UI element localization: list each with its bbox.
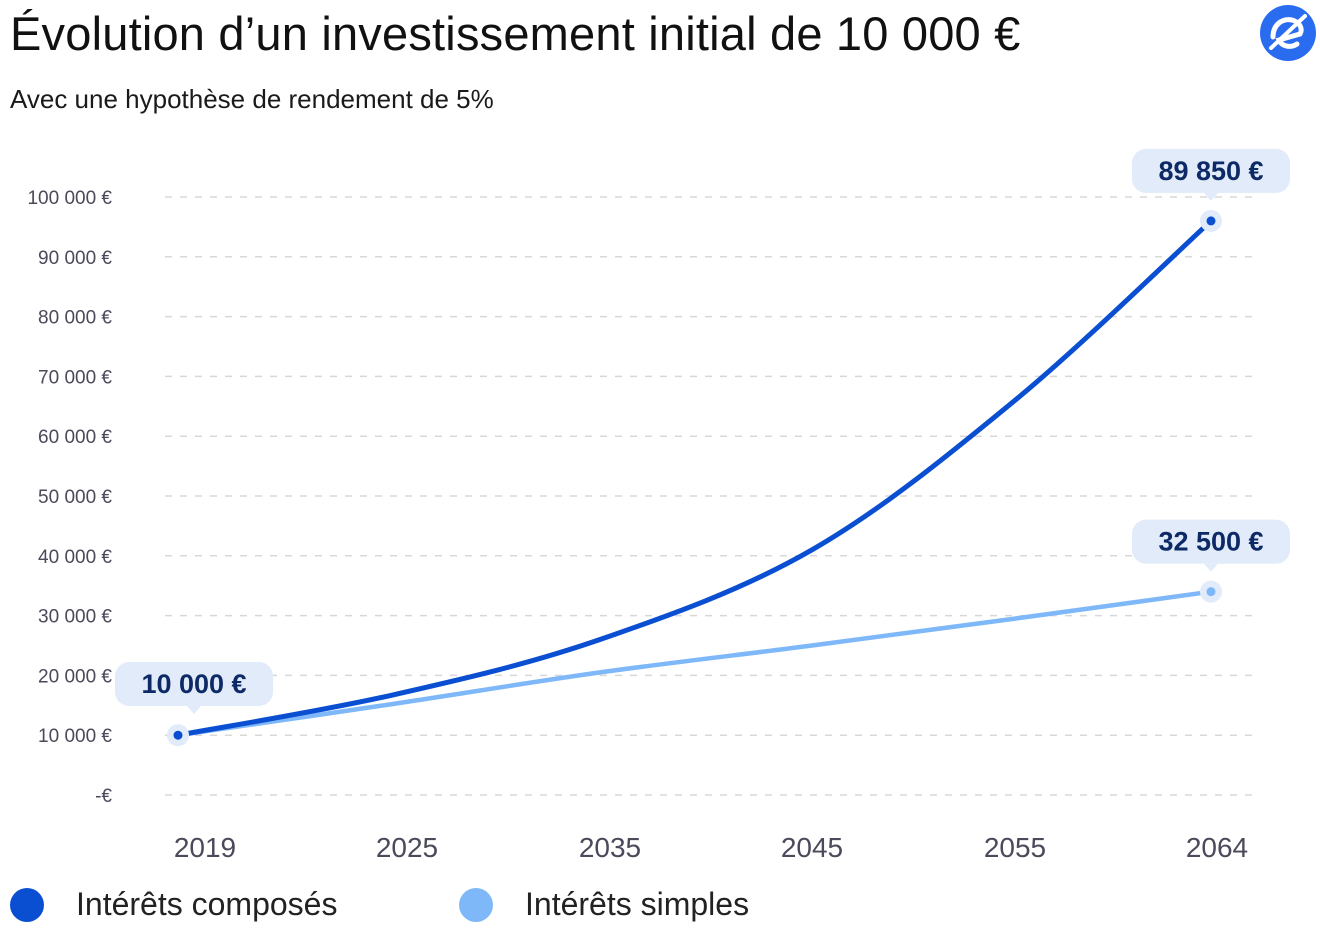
callout-box: [115, 662, 273, 706]
callout-pointer: [187, 706, 201, 714]
legend-swatch-compound: [10, 887, 44, 922]
data-point-marker: [173, 730, 183, 740]
data-label: 89 850 €: [1158, 156, 1263, 186]
x-tick-label: 2035: [579, 832, 641, 863]
data-label: 10 000 €: [141, 669, 246, 699]
y-tick-label: 20 000 €: [38, 666, 112, 687]
y-tick-label: 80 000 €: [38, 308, 112, 329]
callout-pointer: [1204, 563, 1218, 572]
series-line-compound: [175, 218, 1214, 738]
chart-subtitle: Avec une hypothèse de rendement de 5%: [10, 84, 494, 114]
legend-label-simple: Intérêts simples: [525, 886, 750, 922]
y-tick-label: 50 000 €: [38, 487, 112, 508]
legend-label-compound: Intérêts composés: [76, 886, 338, 922]
callout-box: [1132, 148, 1290, 193]
y-tick-label: 70 000 €: [38, 367, 112, 388]
legend-item-simple: Intérêts simples: [459, 886, 749, 923]
legend-item-compound: Intérêts composés: [10, 886, 337, 923]
y-tick-label: 100 000 €: [27, 188, 112, 209]
y-tick-label: -€: [95, 786, 112, 807]
x-tick-label: 2019: [174, 832, 236, 863]
data-point-marker: [1206, 587, 1216, 597]
callout-box: [1132, 519, 1290, 564]
x-tick-label: 2025: [376, 832, 438, 863]
brand-e-logo-icon: [1260, 5, 1316, 61]
y-tick-label: 10 000 €: [38, 726, 112, 747]
y-tick-label: 90 000 €: [38, 248, 112, 269]
y-tick-label: 30 000 €: [38, 607, 112, 628]
x-tick-label: 2045: [781, 832, 843, 863]
chart-title: Évolution d’un investissement initial de…: [10, 7, 1021, 60]
data-point-marker: [1206, 216, 1216, 226]
legend-swatch-simple: [459, 887, 493, 922]
y-tick-label: 60 000 €: [38, 427, 112, 448]
series-line-simple: [175, 589, 1214, 738]
data-label: 32 500 €: [1158, 527, 1263, 557]
y-tick-label: 40 000 €: [38, 547, 112, 568]
callout-pointer: [1204, 192, 1218, 201]
x-tick-label: 2055: [984, 832, 1046, 863]
x-tick-label: 2064: [1186, 832, 1248, 863]
